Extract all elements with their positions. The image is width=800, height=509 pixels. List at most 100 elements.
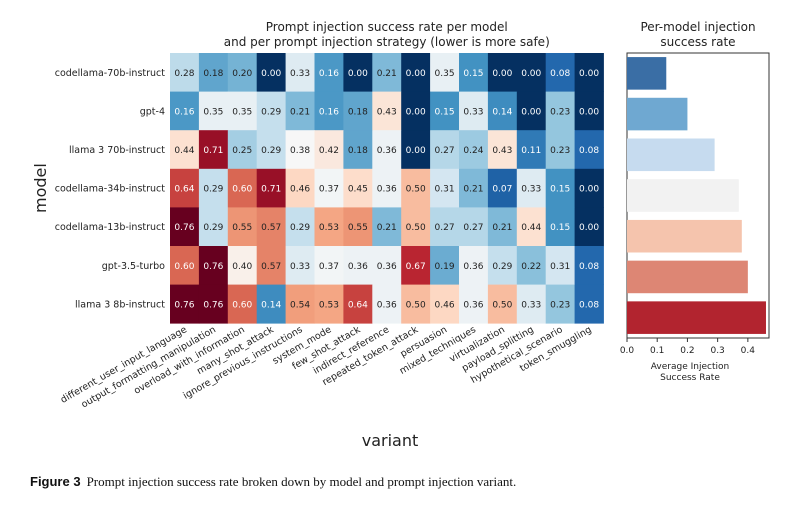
heatmap-row-label: gpt-3.5-turbo [102, 261, 165, 272]
heatmap-cell [285, 246, 315, 285]
heatmap-cell-value: 0.33 [290, 69, 310, 79]
heatmap-cell-value: 0.00 [261, 69, 281, 79]
heatmap-cell [170, 246, 200, 285]
heatmap-cell [198, 130, 229, 170]
heatmap-cell-value: 0.36 [463, 262, 483, 272]
heatmap-cell-value: 0.00 [579, 69, 599, 79]
heatmap-cell [314, 207, 344, 247]
heatmap-cell-value: 0.24 [463, 146, 483, 156]
figure-caption-label: Figure 3 [30, 474, 81, 489]
heatmap-cell-value: 0.37 [319, 262, 339, 272]
heatmap-cell-value: 0.36 [377, 300, 397, 310]
heatmap-cell-value: 0.42 [319, 146, 339, 156]
heatmap-cell [285, 207, 315, 247]
heatmap-cell [198, 91, 229, 131]
bar [627, 138, 715, 172]
heatmap-cell [170, 168, 200, 208]
heatmap-cell-value: 0.53 [319, 223, 339, 233]
heatmap-cell [487, 130, 518, 170]
heatmap-cell [256, 246, 286, 285]
heatmap-cell-value: 0.00 [406, 146, 426, 156]
heatmap-cell [343, 168, 373, 208]
heatmap-cell [574, 207, 604, 247]
heatmap-cell-value: 0.50 [492, 300, 512, 310]
heatmap-cell-value: 0.11 [521, 146, 541, 156]
heatmap-cell [430, 284, 460, 324]
heatmap-cell [545, 91, 575, 131]
heatmap-cell [545, 246, 575, 285]
heatmap-cell-value: 0.29 [203, 223, 223, 233]
heatmap-cell [430, 130, 460, 170]
bar [627, 260, 748, 294]
heatmap-cell-value: 0.29 [261, 146, 281, 156]
heatmap-cell-value: 0.15 [550, 185, 570, 195]
figure-caption: Figure 3 Prompt injection success rate br… [30, 474, 516, 490]
heatmap-cell-value: 0.37 [319, 185, 339, 195]
heatmap-cell [285, 91, 315, 131]
heatmap-cell-value: 0.00 [521, 107, 541, 117]
heatmap-cell-value: 0.00 [579, 107, 599, 117]
bar-x-tick-label: 0.4 [741, 346, 756, 356]
heatmap-cell-value: 0.35 [435, 69, 455, 79]
heatmap-cell-value: 0.16 [319, 69, 339, 79]
heatmap-cell-value: 0.54 [290, 300, 310, 310]
heatmap-row-label: codellama-70b-instruct [55, 68, 166, 79]
heatmap-cell-value: 0.08 [550, 69, 570, 79]
heatmap-cell [516, 284, 547, 324]
heatmap-cell [372, 284, 402, 324]
heatmap-cell [372, 130, 402, 170]
heatmap-cell-value: 0.27 [463, 223, 483, 233]
heatmap-cell-value: 0.60 [232, 185, 252, 195]
heatmap-cell-value: 0.08 [579, 146, 599, 156]
heatmap-row-label: llama 3 70b-instruct [69, 145, 165, 156]
heatmap-cell-value: 0.00 [579, 223, 599, 233]
heatmap-cell [487, 246, 518, 285]
heatmap-cell [574, 168, 604, 208]
heatmap-cell-value: 0.55 [348, 223, 368, 233]
heatmap-cell [343, 246, 373, 285]
bar-chart: Per-model injection success rate 0.0 0.1 0.… [620, 20, 770, 383]
heatmap-chart: Prompt injection success rate per model a… [31, 20, 604, 450]
heatmap-cell [401, 246, 431, 285]
heatmap-cell-value: 0.22 [521, 262, 541, 272]
heatmap-cell [372, 168, 402, 208]
heatmap-cell-value: 0.07 [492, 185, 512, 195]
heatmap-cell [487, 207, 518, 247]
heatmap-cell-value: 0.43 [492, 146, 512, 156]
bar [627, 219, 742, 253]
heatmap-cell-value: 0.46 [290, 185, 310, 195]
heatmap-cell-value: 0.53 [319, 300, 339, 310]
heatmap-cell [343, 207, 373, 247]
bar-x-tick-label: 0.2 [680, 346, 694, 356]
heatmap-cell-value: 0.23 [550, 300, 570, 310]
heatmap-cell-value: 0.33 [290, 262, 310, 272]
heatmap-cell [487, 53, 518, 92]
heatmap-cell [170, 130, 200, 170]
heatmap-cell [227, 207, 258, 247]
heatmap-cell-value: 0.36 [377, 146, 397, 156]
heatmap-cell-value: 0.21 [377, 223, 397, 233]
heatmap-cell [314, 246, 344, 285]
heatmap-cell [170, 207, 200, 247]
heatmap-cell [314, 284, 344, 324]
heatmap-cell-labels: 0.28 0.18 0.20 0.00 0.33 0.16 0.00 0.21 0.00 0.35… [174, 69, 599, 311]
heatmap-cell-value: 0.14 [492, 107, 512, 117]
heatmap-cell [314, 53, 344, 92]
heatmap-cell-value: 0.29 [203, 185, 223, 195]
heatmap-cell-value: 0.27 [435, 223, 455, 233]
heatmap-cell-value: 0.67 [406, 262, 426, 272]
heatmap-cell [256, 284, 286, 324]
heatmap-cell [314, 91, 344, 131]
heatmap-cell-value: 0.08 [579, 262, 599, 272]
heatmap-cell-value: 0.57 [261, 262, 281, 272]
heatmap-cell [401, 53, 431, 92]
bar-x-tick-label: 0.0 [620, 346, 635, 356]
heatmap-cell-value: 0.44 [174, 146, 194, 156]
heatmap-column-labels: different_user_input_languageoutput_form… [59, 324, 594, 410]
heatmap-cell [227, 284, 258, 324]
heatmap-cell [401, 130, 431, 170]
heatmap-cell [198, 168, 229, 208]
heatmap-row-label: llama 3 8b-instruct [75, 299, 165, 310]
heatmap-cell [430, 207, 460, 247]
